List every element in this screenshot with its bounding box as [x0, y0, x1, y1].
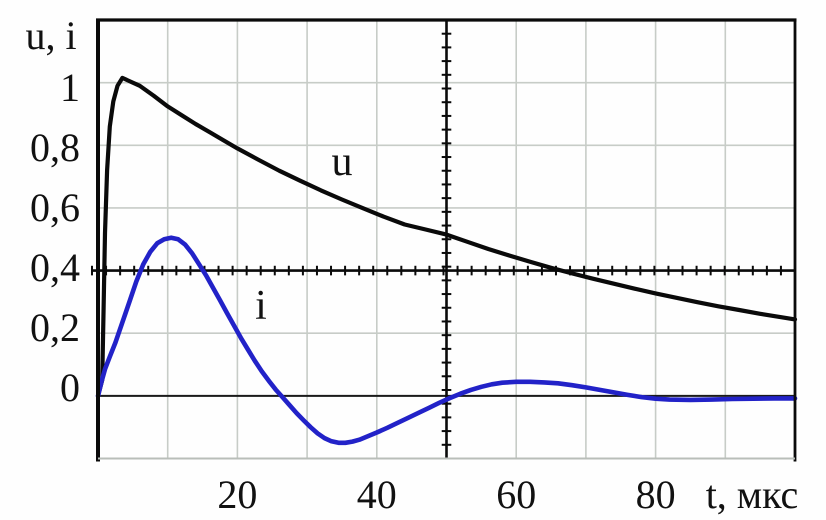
curve-label-i: i [255, 283, 267, 329]
y-axis-title: u, i [25, 13, 77, 58]
y-tick-label: 0,2 [30, 305, 80, 350]
curve-label-u: u [331, 139, 353, 185]
y-tick-label: 0,4 [30, 245, 80, 290]
x-tick-label: 40 [356, 472, 397, 517]
x-tick-label: 60 [496, 472, 537, 517]
curve-i [95, 235, 798, 446]
curve-u [95, 75, 798, 398]
y-tick-label: 1 [60, 65, 80, 110]
x-tick-label: 20 [217, 472, 258, 517]
y-tick-label: 0 [60, 365, 80, 410]
y-tick-label: 0,8 [30, 125, 80, 170]
x-axis-title: t, мкс [705, 472, 799, 517]
x-tick-label: 80 [635, 472, 676, 517]
y-tick-label: 0,6 [30, 185, 80, 230]
